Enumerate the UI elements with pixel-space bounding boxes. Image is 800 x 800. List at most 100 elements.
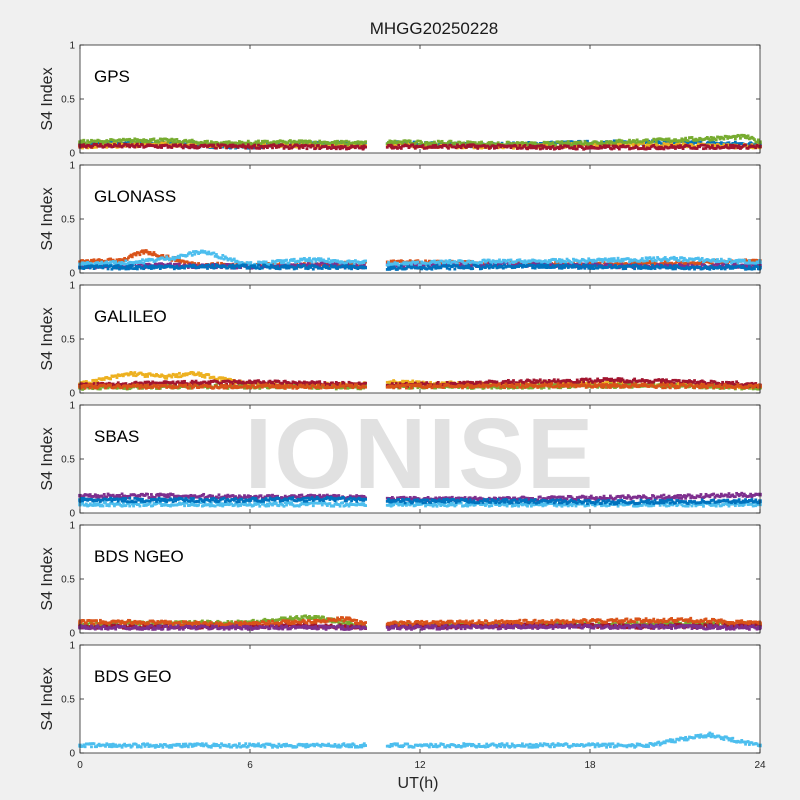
data-point xyxy=(387,140,390,144)
data-point xyxy=(416,139,420,143)
data-point xyxy=(336,139,339,143)
data-point xyxy=(134,260,139,264)
data-point xyxy=(253,264,257,268)
data-point xyxy=(670,144,673,147)
y-tick-label: 1 xyxy=(69,41,75,52)
data-point xyxy=(206,139,209,143)
data-point xyxy=(231,263,235,267)
data-point xyxy=(134,253,138,257)
data-point xyxy=(106,267,110,271)
data-point xyxy=(198,142,202,146)
data-point xyxy=(245,141,249,145)
data-point xyxy=(124,259,128,263)
data-point xyxy=(176,375,180,379)
data-point xyxy=(733,140,737,144)
data-point xyxy=(658,147,662,151)
data-point xyxy=(546,140,550,144)
data-point xyxy=(97,144,101,148)
data-point xyxy=(178,371,181,375)
data-point xyxy=(690,136,694,139)
data-point xyxy=(225,256,229,260)
data-point xyxy=(588,261,592,264)
data-point xyxy=(528,144,532,147)
data-point xyxy=(448,258,452,262)
data-point xyxy=(616,146,620,149)
data-point xyxy=(178,262,181,266)
data-point xyxy=(181,146,185,150)
data-point xyxy=(206,267,209,270)
data-point xyxy=(160,141,163,145)
data-point xyxy=(333,140,337,143)
data-point xyxy=(733,137,737,141)
data-point xyxy=(304,140,309,144)
data-point xyxy=(171,255,175,259)
data-point xyxy=(494,264,498,267)
data-point xyxy=(133,137,137,141)
data-point xyxy=(356,144,360,148)
data-point xyxy=(128,137,132,141)
data-point xyxy=(345,139,348,143)
data-point xyxy=(753,267,756,271)
data-point xyxy=(157,264,161,268)
data-point xyxy=(419,263,422,267)
data-point xyxy=(652,262,656,265)
data-point xyxy=(448,267,452,271)
data-point xyxy=(291,142,295,146)
data-point xyxy=(82,143,86,147)
data-point xyxy=(586,259,589,263)
data-point xyxy=(132,262,135,266)
data-point xyxy=(518,144,522,147)
data-point xyxy=(306,267,310,271)
data-point xyxy=(311,267,315,271)
data-point xyxy=(478,142,482,146)
data-point xyxy=(722,137,726,141)
data-point xyxy=(521,141,524,144)
data-point xyxy=(707,137,710,141)
data-point xyxy=(268,266,272,270)
data-point xyxy=(611,144,615,148)
data-point xyxy=(665,257,668,261)
data-point xyxy=(194,144,198,148)
data-point xyxy=(617,147,621,151)
data-point xyxy=(320,261,324,265)
data-point xyxy=(508,261,512,265)
data-point xyxy=(84,142,88,146)
data-point xyxy=(327,257,331,261)
data-point xyxy=(725,135,728,138)
data-point xyxy=(276,144,281,149)
data-point xyxy=(714,263,718,266)
data-point xyxy=(680,263,684,267)
data-point xyxy=(580,146,584,149)
data-point xyxy=(211,263,214,267)
data-point xyxy=(387,261,390,264)
data-point xyxy=(92,378,96,382)
data-point xyxy=(494,261,498,265)
data-point xyxy=(688,144,691,148)
data-point xyxy=(737,134,741,138)
data-point xyxy=(435,264,439,267)
data-point xyxy=(425,140,429,144)
data-point xyxy=(700,263,704,266)
data-point xyxy=(662,147,666,151)
data-point xyxy=(685,140,689,144)
data-point xyxy=(222,140,226,144)
data-point xyxy=(610,257,614,261)
data-point xyxy=(130,264,134,267)
data-point xyxy=(415,264,418,267)
data-point xyxy=(356,260,360,264)
data-point xyxy=(100,260,104,264)
data-point xyxy=(531,144,535,148)
data-point xyxy=(129,371,133,376)
data-point xyxy=(333,262,337,267)
data-point xyxy=(654,140,658,144)
data-point xyxy=(679,139,682,143)
data-point xyxy=(177,255,181,259)
data-point xyxy=(626,140,630,144)
data-point xyxy=(124,143,128,146)
data-point xyxy=(575,264,579,268)
data-point xyxy=(634,141,638,145)
data-point xyxy=(241,141,245,145)
y-axis-label: S4 Index xyxy=(39,187,56,250)
data-point xyxy=(453,267,457,271)
